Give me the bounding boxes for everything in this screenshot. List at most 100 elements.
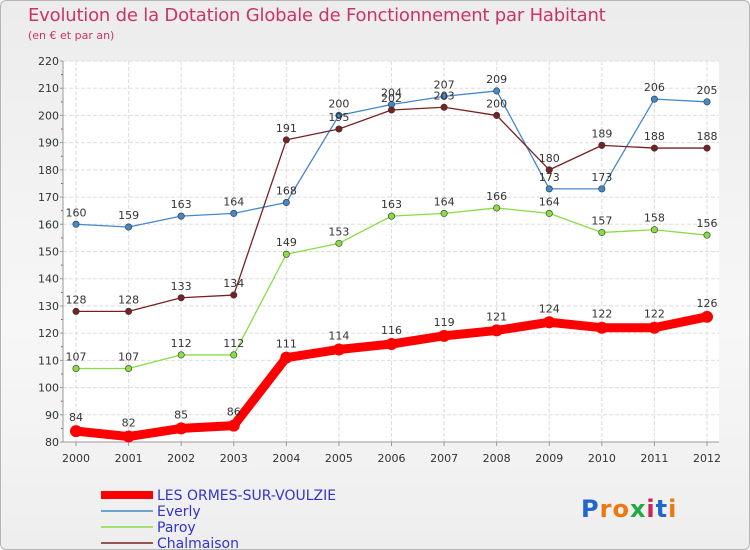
logo-letter: i bbox=[646, 495, 655, 523]
data-point bbox=[385, 338, 398, 351]
data-point bbox=[387, 106, 395, 114]
data-label: 153 bbox=[328, 225, 349, 238]
data-label: 206 bbox=[644, 81, 665, 94]
legend-label: Paroy bbox=[157, 520, 196, 536]
data-point bbox=[545, 185, 553, 193]
x-tick-label: 2012 bbox=[693, 452, 721, 465]
data-point bbox=[703, 231, 711, 239]
data-point bbox=[650, 95, 658, 103]
data-label: 168 bbox=[276, 185, 297, 198]
data-point bbox=[282, 250, 290, 258]
data-point bbox=[125, 223, 133, 231]
y-tick-label: 90 bbox=[45, 409, 59, 422]
data-point bbox=[440, 103, 448, 111]
data-label: 85 bbox=[174, 408, 188, 421]
y-tick-label: 130 bbox=[38, 300, 59, 313]
data-label: 82 bbox=[122, 417, 136, 430]
data-label: 164 bbox=[223, 195, 244, 208]
data-point bbox=[598, 228, 606, 236]
data-label: 202 bbox=[381, 92, 402, 105]
data-label: 156 bbox=[697, 217, 718, 230]
data-label: 107 bbox=[118, 351, 139, 364]
data-label: 195 bbox=[328, 111, 349, 124]
data-point bbox=[703, 144, 711, 152]
data-label: 122 bbox=[591, 308, 612, 321]
data-label: 121 bbox=[486, 310, 507, 323]
data-point bbox=[227, 419, 240, 432]
data-label: 164 bbox=[434, 195, 455, 208]
data-label: 128 bbox=[118, 293, 139, 306]
y-tick-label: 200 bbox=[38, 109, 59, 122]
data-point bbox=[125, 365, 133, 373]
data-label: 163 bbox=[381, 198, 402, 211]
x-tick-label: 2000 bbox=[62, 452, 90, 465]
data-point bbox=[230, 209, 238, 217]
data-point bbox=[72, 307, 80, 315]
legend-label: LES ORMES-SUR-VOULZIE bbox=[157, 488, 336, 504]
data-label: 204 bbox=[381, 87, 402, 100]
data-point bbox=[175, 422, 188, 435]
logo-letter: P bbox=[581, 495, 600, 523]
data-point bbox=[650, 144, 658, 152]
data-point bbox=[230, 291, 238, 299]
data-label: 205 bbox=[697, 84, 718, 97]
data-point bbox=[125, 307, 133, 315]
data-label: 158 bbox=[644, 212, 665, 225]
x-tick-label: 2003 bbox=[220, 452, 248, 465]
y-tick-label: 190 bbox=[38, 137, 59, 150]
data-point bbox=[648, 321, 661, 334]
y-tick-label: 150 bbox=[38, 246, 59, 259]
logo-letter: r bbox=[600, 495, 613, 523]
data-point bbox=[230, 351, 238, 359]
data-point bbox=[595, 321, 608, 334]
data-label: 112 bbox=[171, 337, 192, 350]
data-label: 188 bbox=[697, 130, 718, 143]
data-label: 166 bbox=[486, 190, 507, 203]
y-tick-label: 120 bbox=[38, 327, 59, 340]
data-point bbox=[282, 199, 290, 207]
data-label: 128 bbox=[66, 293, 87, 306]
y-tick-label: 160 bbox=[38, 218, 59, 231]
chart-title: Evolution de la Dotation Globale de Fonc… bbox=[28, 5, 606, 26]
data-point bbox=[598, 141, 606, 149]
y-tick-label: 140 bbox=[38, 273, 59, 286]
x-tick-label: 2009 bbox=[535, 452, 563, 465]
data-label: 107 bbox=[66, 351, 87, 364]
data-point bbox=[335, 125, 343, 133]
data-label: 164 bbox=[539, 195, 560, 208]
data-point bbox=[490, 324, 503, 337]
data-point bbox=[543, 316, 556, 329]
data-point bbox=[332, 343, 345, 356]
data-label: 134 bbox=[223, 277, 244, 290]
data-point bbox=[438, 329, 451, 342]
data-point bbox=[440, 209, 448, 217]
x-tick-label: 2008 bbox=[483, 452, 511, 465]
data-point bbox=[703, 98, 711, 106]
x-tick-label: 2006 bbox=[378, 452, 406, 465]
data-label: 157 bbox=[591, 214, 612, 227]
data-point bbox=[598, 185, 606, 193]
y-tick-label: 110 bbox=[38, 354, 59, 367]
legend-label: Chalmaison bbox=[157, 536, 239, 550]
logo-letter: x bbox=[630, 495, 646, 523]
data-point bbox=[650, 226, 658, 234]
data-label: 207 bbox=[434, 78, 455, 91]
data-label: 163 bbox=[171, 198, 192, 211]
y-tick-label: 180 bbox=[38, 164, 59, 177]
data-label: 180 bbox=[539, 152, 560, 165]
data-label: 173 bbox=[539, 171, 560, 184]
x-tick-label: 2011 bbox=[640, 452, 668, 465]
data-label: 122 bbox=[644, 308, 665, 321]
data-point bbox=[493, 87, 501, 95]
x-tick-label: 2002 bbox=[167, 452, 195, 465]
data-label: 149 bbox=[276, 236, 297, 249]
data-label: 160 bbox=[66, 206, 87, 219]
data-label: 191 bbox=[276, 122, 297, 135]
data-point bbox=[440, 92, 448, 100]
logo-letter: i bbox=[668, 495, 677, 523]
data-point bbox=[701, 310, 713, 323]
data-label: 200 bbox=[486, 97, 507, 110]
proxiti-logo: Proxiti bbox=[581, 495, 677, 523]
